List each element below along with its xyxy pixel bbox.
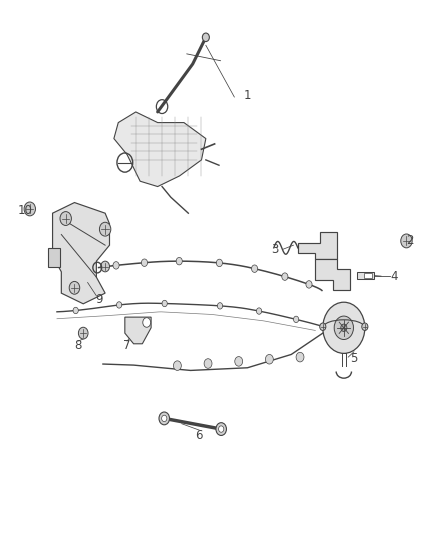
Circle shape	[306, 281, 312, 288]
Circle shape	[24, 202, 35, 216]
Text: 2: 2	[406, 235, 413, 247]
Text: 10: 10	[18, 204, 33, 217]
Circle shape	[235, 357, 243, 366]
Text: 8: 8	[74, 339, 81, 352]
Circle shape	[401, 234, 412, 248]
Text: 9: 9	[95, 293, 102, 306]
Text: 3: 3	[272, 243, 279, 256]
Circle shape	[117, 302, 122, 308]
Text: 6: 6	[195, 429, 203, 442]
Polygon shape	[315, 259, 350, 290]
Circle shape	[362, 323, 368, 330]
Circle shape	[341, 324, 347, 332]
Circle shape	[204, 359, 212, 368]
Circle shape	[216, 259, 223, 266]
Circle shape	[162, 300, 167, 306]
Circle shape	[69, 281, 80, 294]
Text: 5: 5	[350, 352, 357, 365]
Circle shape	[216, 423, 226, 435]
Polygon shape	[53, 203, 110, 304]
Bar	[357, 272, 374, 279]
Circle shape	[173, 361, 181, 370]
Circle shape	[159, 412, 170, 425]
Circle shape	[78, 327, 88, 339]
Circle shape	[296, 352, 304, 362]
Circle shape	[99, 222, 111, 236]
Circle shape	[60, 212, 71, 225]
Bar	[364, 273, 372, 278]
Circle shape	[251, 265, 258, 272]
Polygon shape	[298, 232, 337, 259]
Circle shape	[219, 426, 224, 432]
Circle shape	[217, 303, 223, 309]
Circle shape	[73, 308, 78, 314]
Circle shape	[323, 302, 365, 353]
Polygon shape	[125, 317, 151, 344]
Text: 4: 4	[390, 270, 398, 282]
Circle shape	[282, 273, 288, 280]
Circle shape	[202, 33, 209, 42]
Polygon shape	[114, 112, 206, 187]
Circle shape	[256, 308, 261, 314]
Circle shape	[141, 259, 148, 266]
Text: 7: 7	[123, 339, 131, 352]
Bar	[48, 248, 60, 266]
Circle shape	[113, 262, 119, 269]
Circle shape	[176, 257, 182, 265]
Circle shape	[293, 316, 299, 322]
Circle shape	[334, 316, 353, 340]
Circle shape	[265, 354, 273, 364]
Circle shape	[143, 318, 151, 327]
Circle shape	[320, 323, 326, 330]
Text: 1: 1	[244, 90, 251, 102]
Circle shape	[101, 261, 110, 272]
Circle shape	[162, 415, 167, 422]
